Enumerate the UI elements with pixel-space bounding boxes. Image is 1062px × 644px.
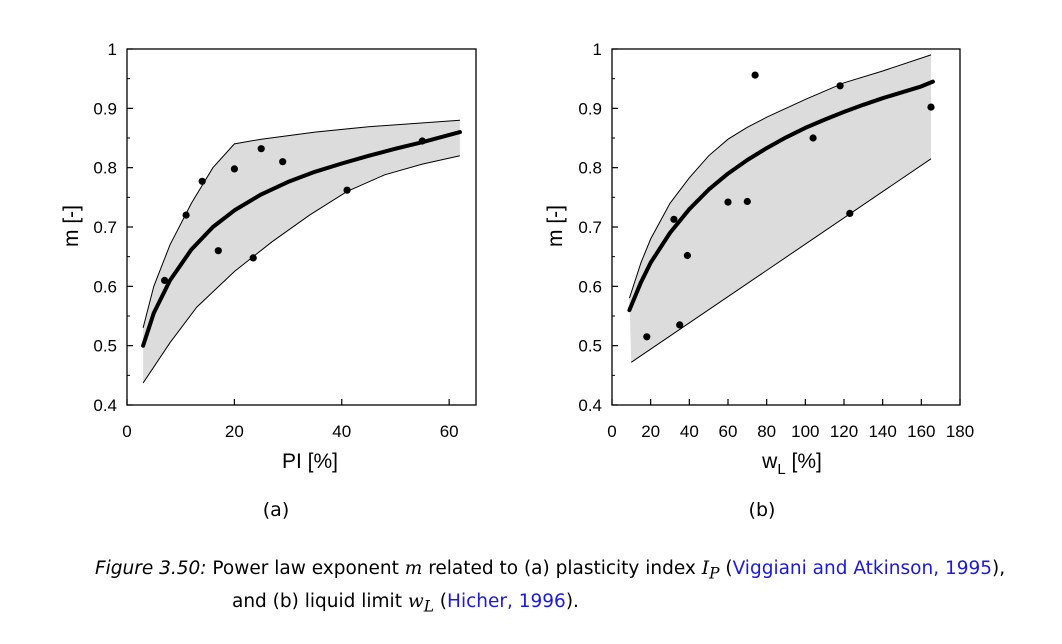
data-point-b-9 [836, 82, 844, 90]
caption-text-4: ), [992, 558, 1006, 579]
caption-text-1: Power law exponent [206, 558, 405, 579]
x-tick-label-b-2: 40 [680, 422, 699, 441]
x-tick-label-b-8: 160 [907, 422, 935, 441]
band-lower-line-b [631, 158, 932, 363]
x-tick-label-a-2: 40 [332, 422, 351, 441]
y-tick-label-b-3: 0.7 [578, 218, 602, 237]
band-upper-line-b [628, 54, 932, 299]
x-axis-title-b: wL [%] [761, 450, 822, 478]
data-point-b-5 [724, 198, 732, 206]
caption-text-7: ). [565, 590, 579, 612]
caption-text-5: and (b) liquid limit [232, 590, 408, 612]
data-point-a-6 [249, 254, 257, 262]
panel-label-b: (b) [749, 499, 776, 521]
data-point-b-8 [809, 134, 817, 142]
x-axis-title-sub-b: L [777, 461, 785, 478]
data-point-b-4 [683, 251, 692, 260]
x-tick-label-b-4: 80 [757, 422, 776, 441]
figure-canvas: 0.4 0.5 0.6 0.7 0.8 0.9 1 0 20 40 60 m [-] PI [%] (a)… [60, 40, 974, 521]
data-point-b-11 [927, 103, 935, 111]
data-point-a-7 [257, 145, 265, 153]
data-point-b-3 [676, 321, 684, 329]
band-area-a [143, 120, 460, 383]
fit-curve-b [627, 79, 935, 313]
x-tick-label-a-0: 0 [122, 422, 131, 441]
panel-label-a: (a) [263, 499, 289, 521]
x-tick-label-b-0: 0 [607, 422, 616, 441]
y-tick-label-a-4: 0.8 [93, 159, 117, 178]
data-point-b-10 [846, 209, 854, 217]
chart-panel-b: 0.4 0.5 0.6 0.7 0.8 0.9 1 0 20 40 60 80 100 120 140 160… [544, 40, 974, 521]
data-point-b-2 [670, 215, 678, 223]
y-tick-label-a-3: 0.7 [93, 218, 117, 237]
y-tick-label-b-4: 0.8 [578, 159, 602, 178]
data-point-a-8 [279, 158, 287, 166]
y-tick-label-a-2: 0.6 [93, 277, 117, 296]
caption-reference-hicher[interactable]: Hicher, 1996 [447, 590, 566, 612]
x-tick-label-b-5: 100 [791, 422, 819, 441]
x-tick-label-b-1: 20 [641, 422, 660, 441]
fit-curve-a [141, 130, 462, 348]
caption-text-3: ( [719, 558, 733, 579]
x-tick-label-b-9: 180 [946, 422, 974, 441]
data-point-a-5 [230, 165, 238, 173]
x-axis-title-unit-b: [%] [786, 450, 822, 473]
x-tick-label-a-3: 60 [440, 422, 459, 441]
data-point-a-9 [343, 186, 351, 194]
data-point-a-4 [214, 247, 222, 255]
data-point-a-2 [182, 211, 190, 219]
caption-text-6: ( [433, 590, 448, 612]
caption-symbol-wl-sub: L [423, 597, 434, 616]
data-point-b-1 [643, 333, 651, 341]
y-tick-label-b-6: 1 [593, 40, 602, 59]
data-point-a-3 [198, 177, 206, 185]
chart-panel-a: 0.4 0.5 0.6 0.7 0.8 0.9 1 0 20 40 60 m [-] PI [%] (a) [60, 40, 477, 521]
band-area-b [629, 54, 931, 363]
y-axis-title-a: m [-] [60, 205, 83, 247]
caption-symbol-m: m [404, 558, 423, 579]
x-tick-label-b-3: 60 [719, 422, 738, 441]
data-point-b-6 [743, 197, 751, 206]
y-tick-label-a-5: 0.9 [93, 99, 117, 118]
y-tick-label-a-1: 0.5 [93, 337, 117, 356]
caption-label: Figure 3.50: [95, 558, 207, 579]
figure-caption: Figure 3.50: Power law exponent m relate… [95, 555, 1055, 620]
y-tick-label-b-2: 0.6 [578, 277, 602, 296]
y-tick-label-a-6: 1 [108, 40, 117, 59]
x-tick-label-b-6: 120 [830, 422, 858, 441]
x-tick-label-a-1: 20 [225, 422, 244, 441]
x-axis-title-a: PI [%] [282, 450, 338, 473]
caption-text-2: related to (a) plasticity index [422, 558, 702, 579]
y-axis-title-b: m [-] [544, 205, 567, 247]
x-axis-title-base-b: w [761, 450, 778, 473]
band-upper-line-a [142, 119, 460, 329]
data-point-a-10 [418, 137, 426, 145]
y-tick-label-b-1: 0.5 [578, 337, 602, 356]
band-lower-line-a [142, 155, 461, 384]
y-tick-label-a-0: 0.4 [93, 396, 117, 415]
caption-reference-viggiani[interactable]: Viggiani and Atkinson, 1995 [732, 558, 993, 579]
x-tick-label-b-7: 140 [868, 422, 896, 441]
y-tick-label-b-0: 0.4 [578, 396, 602, 415]
caption-symbol-wl: w [407, 590, 424, 612]
caption-line-2: and (b) liquid limit wL (Hicher, 1996). [95, 588, 1055, 621]
data-point-a-1 [161, 276, 169, 284]
caption-symbol-ip-sub: P [709, 564, 720, 583]
y-tick-label-b-5: 0.9 [578, 99, 602, 118]
caption-symbol-ip: I [701, 558, 710, 579]
data-point-b-7 [751, 71, 759, 79]
